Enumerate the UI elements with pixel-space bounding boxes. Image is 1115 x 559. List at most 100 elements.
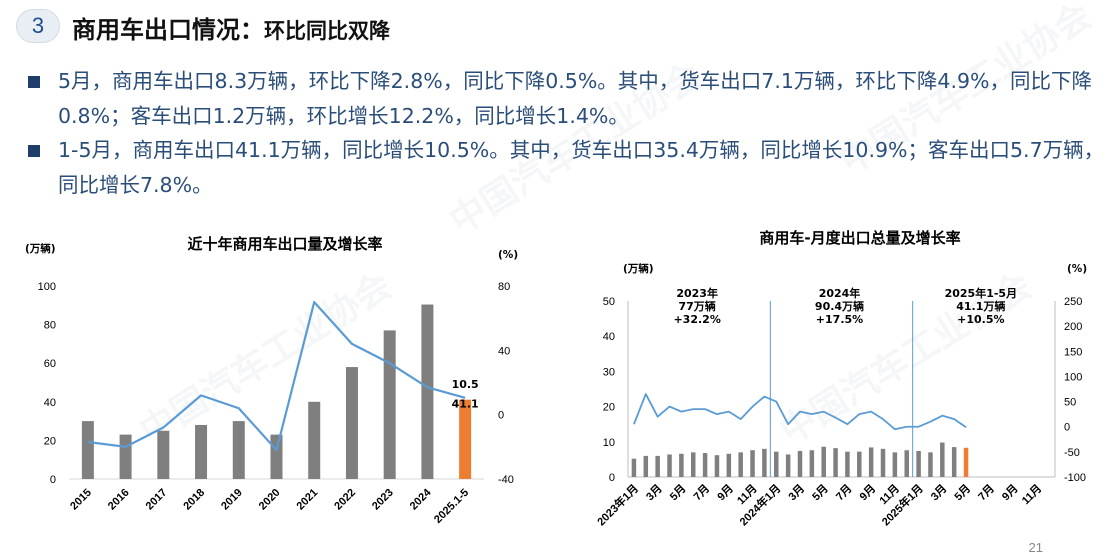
x-tick-label: 3月 xyxy=(643,482,664,503)
x-tick-label: 2020 xyxy=(257,487,283,513)
x-tick-label: 5月 xyxy=(952,482,973,503)
y-right-tick-label: -100 xyxy=(1064,472,1086,484)
x-tick-label: 11月 xyxy=(1019,482,1044,507)
bullet-square-icon xyxy=(28,145,40,157)
y-left-tick-label: 50 xyxy=(603,296,615,308)
bar xyxy=(821,446,826,477)
x-tick-label: 2025.1-5 xyxy=(432,487,471,526)
bar xyxy=(762,448,767,477)
y-left-tick-label: 10 xyxy=(603,437,615,449)
y-left-tick-label: 40 xyxy=(44,397,56,409)
y-right-unit: (%) xyxy=(498,249,518,261)
x-tick-label: 2018 xyxy=(181,487,207,513)
bar xyxy=(195,424,208,479)
y-right-tick-label: 0 xyxy=(1064,422,1070,434)
bar xyxy=(383,330,396,479)
page-title: 商用车出口情况：环比同比双降 xyxy=(72,10,390,45)
bar xyxy=(345,367,358,479)
bar xyxy=(738,452,743,477)
y-left-tick-label: 20 xyxy=(603,402,615,414)
x-tick-label: 2019 xyxy=(219,487,245,513)
bullet-text: 1-5月，商用车出口41.1万辆，同比增长10.5%。其中，货车出口35.4万辆… xyxy=(58,138,1105,197)
bar-highlight xyxy=(963,447,969,477)
bar xyxy=(643,455,649,477)
bar xyxy=(679,453,684,477)
y-left-tick-label: 20 xyxy=(44,435,56,447)
period-annotation: 2025年1-5月 41.1万辆+10.5% xyxy=(945,286,1018,326)
x-tick-label: 2023 xyxy=(370,487,396,513)
slide-header: 3 商用车出口情况：环比同比双降 xyxy=(0,0,1115,52)
bar xyxy=(833,448,838,477)
x-tick-label: 5月 xyxy=(810,482,831,503)
y-right-tick-label: -50 xyxy=(1064,447,1080,459)
bar xyxy=(785,454,791,477)
bar xyxy=(421,304,434,479)
bar xyxy=(940,442,945,477)
y-right-tick-label: 150 xyxy=(1064,346,1082,358)
annotation-line: 77万辆 xyxy=(679,299,716,313)
x-tick-label: 2024 xyxy=(408,486,434,512)
title-sub: 环比同比双降 xyxy=(264,19,390,43)
x-tick-label: 5月 xyxy=(667,482,688,503)
bar xyxy=(797,450,803,477)
y-left-tick-label: 100 xyxy=(38,281,56,293)
y-right-tick-label: 250 xyxy=(1064,296,1082,308)
bar xyxy=(750,450,755,477)
page-number: 21 xyxy=(1028,540,1043,555)
annotation-line: +17.5% xyxy=(816,313,863,326)
bar xyxy=(714,455,720,477)
annual-export-chart: 近十年商用车出口量及增长率 (万辆) (%) 0 20 40 60 80 100 -40 0 4… xyxy=(25,235,518,526)
bar xyxy=(845,451,850,477)
chart-title: 商用车-月度出口总量及增长率 xyxy=(759,229,960,247)
bar xyxy=(119,434,132,479)
y-left-unit: (万辆) xyxy=(623,262,654,275)
period-annotation: 2024年 90.4万辆+17.5% xyxy=(815,286,864,326)
bar xyxy=(904,450,909,477)
y-right-tick-label: 50 xyxy=(1064,397,1076,409)
growth-rate-line xyxy=(633,393,967,431)
x-tick-label: 9月 xyxy=(715,482,736,503)
bar xyxy=(232,421,245,479)
bar-highlight xyxy=(459,399,472,479)
section-number-badge: 3 xyxy=(16,9,60,43)
y-right-tick-label: 40 xyxy=(498,345,510,357)
bar xyxy=(81,421,94,479)
bar xyxy=(631,458,637,477)
bar xyxy=(916,450,921,477)
y-left-tick-label: 60 xyxy=(44,358,56,370)
x-tick-label: 2021 xyxy=(295,487,321,513)
annotation-line: 41.1万辆 xyxy=(956,299,1005,313)
y-left-tick-label: 30 xyxy=(603,366,615,378)
bar xyxy=(951,447,957,477)
y-right-tick-label: 80 xyxy=(498,281,510,293)
data-label: 41.1 xyxy=(452,398,479,411)
bullet-text: 5月，商用车出口8.3万辆，环比下降2.8%，同比下降0.5%。其中，货车出口7… xyxy=(58,69,1092,128)
x-tick-label: 2016 xyxy=(106,487,132,513)
title-main: 商用车出口情况： xyxy=(72,16,264,44)
x-tick-label: 2015 xyxy=(68,487,94,513)
x-tick-label: 2022 xyxy=(332,487,358,513)
period-annotation: 2023年 77万辆+32.2% xyxy=(673,286,720,326)
x-tick-label: 7月 xyxy=(976,482,997,503)
x-tick-label: 7月 xyxy=(833,482,854,503)
x-tick-label: 9月 xyxy=(857,482,878,503)
y-left-tick-label: 40 xyxy=(603,331,615,343)
bar xyxy=(690,452,696,477)
annotation-line: 2023年 xyxy=(676,286,718,300)
y-left-tick-label: 0 xyxy=(609,472,615,484)
annotation-line: +32.2% xyxy=(673,313,720,326)
chart-title: 近十年商用车出口量及增长率 xyxy=(187,235,382,253)
x-tick-label: 2023年1月 xyxy=(594,481,641,528)
bar xyxy=(157,430,170,479)
bar xyxy=(702,453,708,477)
bar xyxy=(655,455,660,477)
bullet-list: 5月，商用车出口8.3万辆，环比下降2.8%，同比下降0.5%。其中，货车出口7… xyxy=(24,64,1109,202)
x-tick-label: 2017 xyxy=(144,487,170,513)
bar xyxy=(270,434,283,479)
x-tick-label: 3月 xyxy=(786,482,807,503)
bullet-square-icon xyxy=(28,76,40,88)
y-left-tick-label: 0 xyxy=(50,474,56,486)
y-right-tick-label: -40 xyxy=(498,474,514,486)
bar xyxy=(809,450,815,477)
monthly-export-chart: 商用车-月度出口总量及增长率 (万辆) (%) 0 10 20 30 40 50 -100 -… xyxy=(594,229,1087,528)
